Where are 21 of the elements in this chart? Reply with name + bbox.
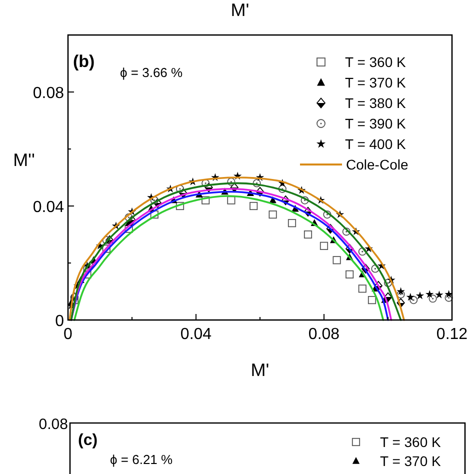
legend-label: T = 390 K xyxy=(345,116,406,132)
legend-label: T = 360 K xyxy=(380,434,442,450)
legend-label: Cole-Cole xyxy=(346,156,408,172)
text: M' xyxy=(230,0,250,20)
y-tick-label: 0.08 xyxy=(32,85,64,102)
legend-label: T = 370 K xyxy=(345,74,406,90)
legend-label: T = 360 K xyxy=(345,54,406,70)
x-axis-title: M' xyxy=(250,360,270,380)
legend-label: T = 380 K xyxy=(345,95,406,111)
text: (c) xyxy=(78,432,98,449)
annotation: ϕ = 3.66 % xyxy=(120,65,184,80)
y-axis-title: M'' xyxy=(13,150,35,170)
x-tick-label: 0.12 xyxy=(436,326,468,343)
text: ϕ = 6.21 % xyxy=(110,452,174,467)
legend-label: T = 400 K xyxy=(345,136,406,152)
x-tick-label: 0.04 xyxy=(180,326,212,343)
x-tick-label: 0.08 xyxy=(308,326,340,343)
legend-label: T = 370 K xyxy=(380,453,442,469)
text: (b) xyxy=(73,52,95,71)
y-tick-label: 0.04 xyxy=(32,199,64,216)
y-tick-label: 0 xyxy=(55,313,64,330)
